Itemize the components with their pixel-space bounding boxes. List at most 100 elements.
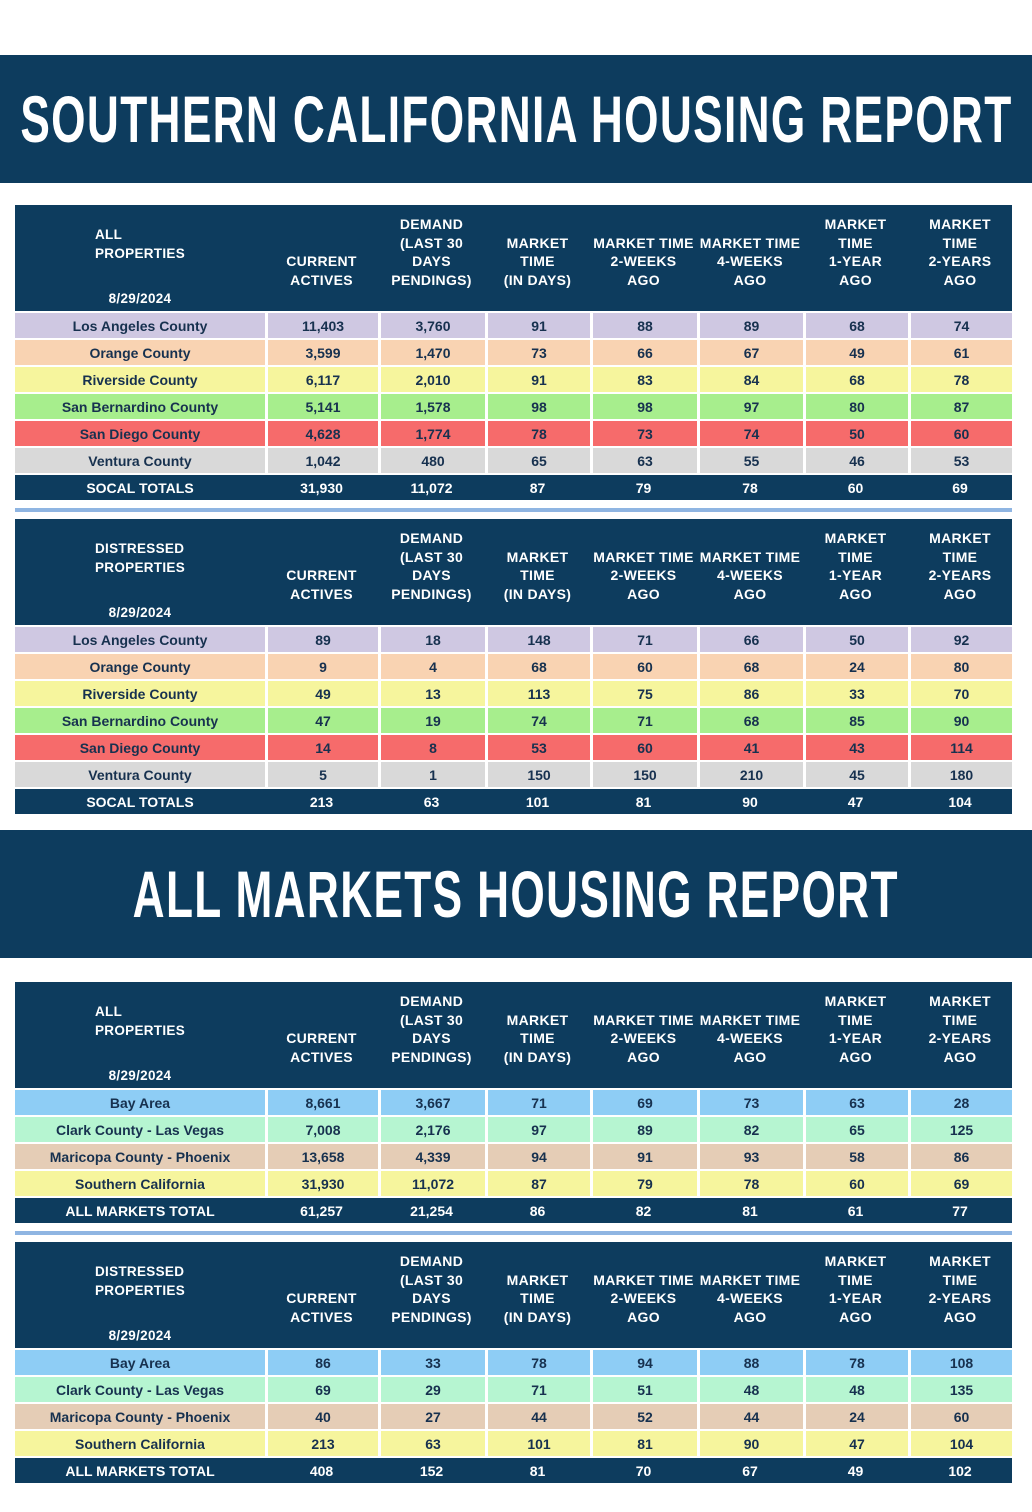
row-cell: 44	[485, 1402, 590, 1429]
report-title: SOUTHERN CALIFORNIA HOUSING REPORT	[19, 82, 1013, 156]
row-cell: 33	[378, 1348, 485, 1375]
column-header: DEMAND (LAST 30 DAYS PENDINGS)	[378, 982, 485, 1088]
row-cell: 74	[485, 706, 590, 733]
row-cell: 13,658	[265, 1142, 378, 1169]
row-name: Southern California	[15, 1429, 265, 1456]
row-cell: 13	[378, 679, 485, 706]
column-header-line: DAYS	[412, 253, 451, 269]
table-row: San Bernardino County 5,141 1,578 98 98 97 80 8…	[15, 392, 1012, 419]
total-cell: 69	[908, 473, 1012, 500]
total-cell: 90	[697, 787, 803, 814]
column-header-line: (LAST 30	[399, 1271, 464, 1288]
table-row: Maricopa County - Phoenix 40 27 44 52 44 24 60	[15, 1402, 1012, 1429]
column-header-line: TIME	[520, 1030, 555, 1046]
row-cell: 44	[697, 1402, 803, 1429]
row-cell: 58	[803, 1142, 908, 1169]
row-cell: 86	[697, 679, 803, 706]
header-label-line: PROPERTIES	[94, 559, 186, 575]
row-cell: 80	[908, 652, 1012, 679]
column-header-line: 2-WEEKS	[610, 1030, 677, 1046]
column-header-line: AGO	[733, 585, 767, 602]
report-banner: SOUTHERN CALIFORNIA HOUSING REPORT	[0, 55, 1032, 183]
row-cell: 71	[485, 1375, 590, 1402]
column-header-line: AGO	[733, 1308, 767, 1325]
header-date: 8/29/2024	[108, 290, 172, 306]
column-header-line: CURRENT	[286, 1290, 357, 1306]
header-label: DISTRESSED PROPERTIES 8/29/2024	[15, 519, 265, 625]
row-cell: 40	[265, 1402, 378, 1429]
row-cell: 31,930	[265, 1169, 378, 1196]
column-header-line: (LAST 30	[399, 234, 464, 251]
column-header: MARKET TIME (IN DAYS)	[485, 205, 590, 311]
column-header-line: MARKET	[929, 530, 991, 546]
total-cell: 152	[378, 1456, 485, 1483]
row-cell: 1,578	[378, 392, 485, 419]
row-cell: 65	[485, 446, 590, 473]
total-cell: 78	[697, 473, 803, 500]
row-name: San Bernardino County	[15, 706, 265, 733]
row-cell: 8	[378, 733, 485, 760]
column-header-line: TIME	[942, 548, 978, 565]
row-name: Southern California	[15, 1169, 265, 1196]
column-header-line: DAYS	[412, 1030, 451, 1046]
column-header-line: MARKET	[824, 993, 887, 1009]
column-header-line: AGO	[733, 271, 767, 288]
row-cell: 66	[697, 625, 803, 652]
row-cell: 87	[908, 392, 1012, 419]
column-header-line: (IN DAYS)	[503, 1308, 572, 1325]
column-header-line: 4-WEEKS	[717, 253, 783, 269]
total-name: SOCAL TOTALS	[15, 787, 265, 814]
row-cell: 91	[590, 1142, 697, 1169]
row-cell: 5,141	[265, 392, 378, 419]
row-name: Orange County	[15, 338, 265, 365]
row-name: Ventura County	[15, 446, 265, 473]
column-header-line: CURRENT	[286, 253, 357, 269]
row-cell: 68	[803, 365, 908, 392]
row-cell: 125	[908, 1115, 1012, 1142]
column-header: DEMAND (LAST 30 DAYS PENDINGS)	[378, 205, 485, 311]
row-name: Los Angeles County	[15, 625, 265, 652]
row-cell: 82	[697, 1115, 803, 1142]
table-header: ALL PROPERTIES 8/29/2024 CURRENT ACTIVES DEMA…	[15, 982, 1012, 1088]
column-header: MARKET TIME 2-WEEKS AGO	[590, 982, 697, 1088]
column-header-line: AGO	[943, 585, 977, 602]
row-cell: 87	[485, 1169, 590, 1196]
column-header-line: AGO	[839, 1308, 872, 1325]
row-cell: 71	[590, 625, 697, 652]
column-header-line: TIME	[838, 548, 873, 565]
row-cell: 74	[697, 419, 803, 446]
total-cell: 104	[908, 787, 1012, 814]
row-cell: 97	[697, 392, 803, 419]
row-cell: 71	[590, 706, 697, 733]
column-header: MARKET TIME 2-YEARS AGO	[908, 519, 1012, 625]
column-header: MARKET TIME 4-WEEKS AGO	[697, 519, 803, 625]
total-row: SOCAL TOTALS 31,930 11,072 87 79 78 60 69	[15, 473, 1012, 500]
row-cell: 180	[908, 760, 1012, 787]
total-cell: 60	[803, 473, 908, 500]
row-cell: 69	[908, 1169, 1012, 1196]
row-name: Bay Area	[15, 1348, 265, 1375]
header-label: ALL PROPERTIES 8/29/2024	[15, 982, 265, 1088]
row-cell: 43	[803, 733, 908, 760]
column-header-line: DEMAND	[399, 216, 464, 232]
column-header-line: 2-YEARS	[928, 253, 992, 269]
row-cell: 48	[803, 1375, 908, 1402]
row-cell: 90	[908, 706, 1012, 733]
column-header-line: 1-YEAR	[828, 567, 883, 583]
column-header-line: MARKET TIME	[699, 548, 801, 565]
table-row: Riverside County 49 13 113 75 86 33 70	[15, 679, 1012, 706]
row-cell: 74	[908, 311, 1012, 338]
row-cell: 60	[908, 1402, 1012, 1429]
column-header: DEMAND (LAST 30 DAYS PENDINGS)	[378, 519, 485, 625]
row-cell: 3,599	[265, 338, 378, 365]
row-cell: 11,403	[265, 311, 378, 338]
column-header-line: TIME	[838, 1011, 873, 1028]
row-cell: 91	[485, 365, 590, 392]
column-header-line: MARKET TIME	[699, 1011, 801, 1028]
row-cell: 7,008	[265, 1115, 378, 1142]
total-name: ALL MARKETS TOTAL	[15, 1456, 265, 1483]
total-cell: 86	[485, 1196, 590, 1223]
total-row: ALL MARKETS TOTAL 408 152 81 70 67 49 102	[15, 1456, 1012, 1483]
column-header-line: 1-YEAR	[828, 1290, 883, 1306]
total-name: ALL MARKETS TOTAL	[15, 1196, 265, 1223]
